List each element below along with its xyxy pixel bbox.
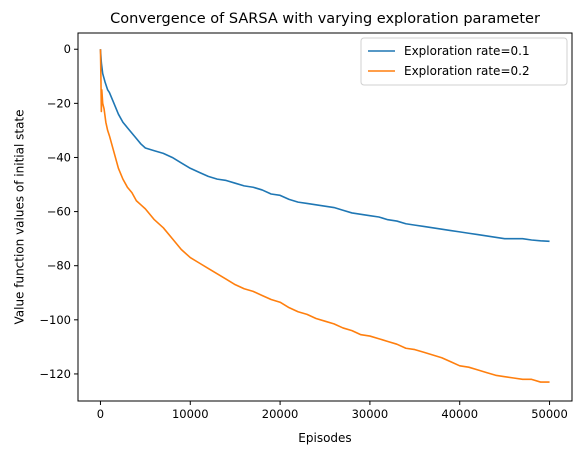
plot-frame — [77, 32, 573, 402]
y-axis-ticks: 0 −20 −40 −60 −80 −100 −120 — [39, 42, 78, 381]
y-tick-label: −80 — [47, 259, 71, 273]
x-tick-label: 0 — [97, 407, 104, 421]
chart-title: Convergence of SARSA with varying explor… — [110, 11, 540, 27]
series-line-1 — [99, 49, 550, 243]
series-line-2 — [99, 49, 550, 383]
y-tick-label: −40 — [47, 150, 71, 164]
y-axis-label: Value function values of initial state — [13, 109, 27, 324]
y-tick-label: −20 — [47, 96, 71, 110]
x-tick-label: 20000 — [262, 407, 299, 421]
x-tick-label: 50000 — [531, 407, 568, 421]
x-axis-ticks: 0 10000 20000 30000 40000 50000 — [97, 401, 568, 421]
legend-box — [360, 37, 568, 86]
x-axis-label: Episodes — [298, 431, 351, 445]
plot-lines — [99, 49, 550, 383]
legend-label-1: Exploration rate=0.1 — [404, 44, 530, 58]
y-tick-label: −60 — [47, 205, 71, 219]
y-tick-label: 0 — [64, 42, 71, 56]
x-tick-label: 40000 — [441, 407, 478, 421]
legend: Exploration rate=0.1 Exploration rate=0.2 — [360, 37, 568, 86]
x-tick-label: 10000 — [172, 407, 209, 421]
y-tick-label: −100 — [39, 313, 71, 327]
x-tick-label: 30000 — [352, 407, 389, 421]
y-tick-label: −120 — [39, 367, 71, 381]
legend-label-2: Exploration rate=0.2 — [404, 64, 530, 78]
